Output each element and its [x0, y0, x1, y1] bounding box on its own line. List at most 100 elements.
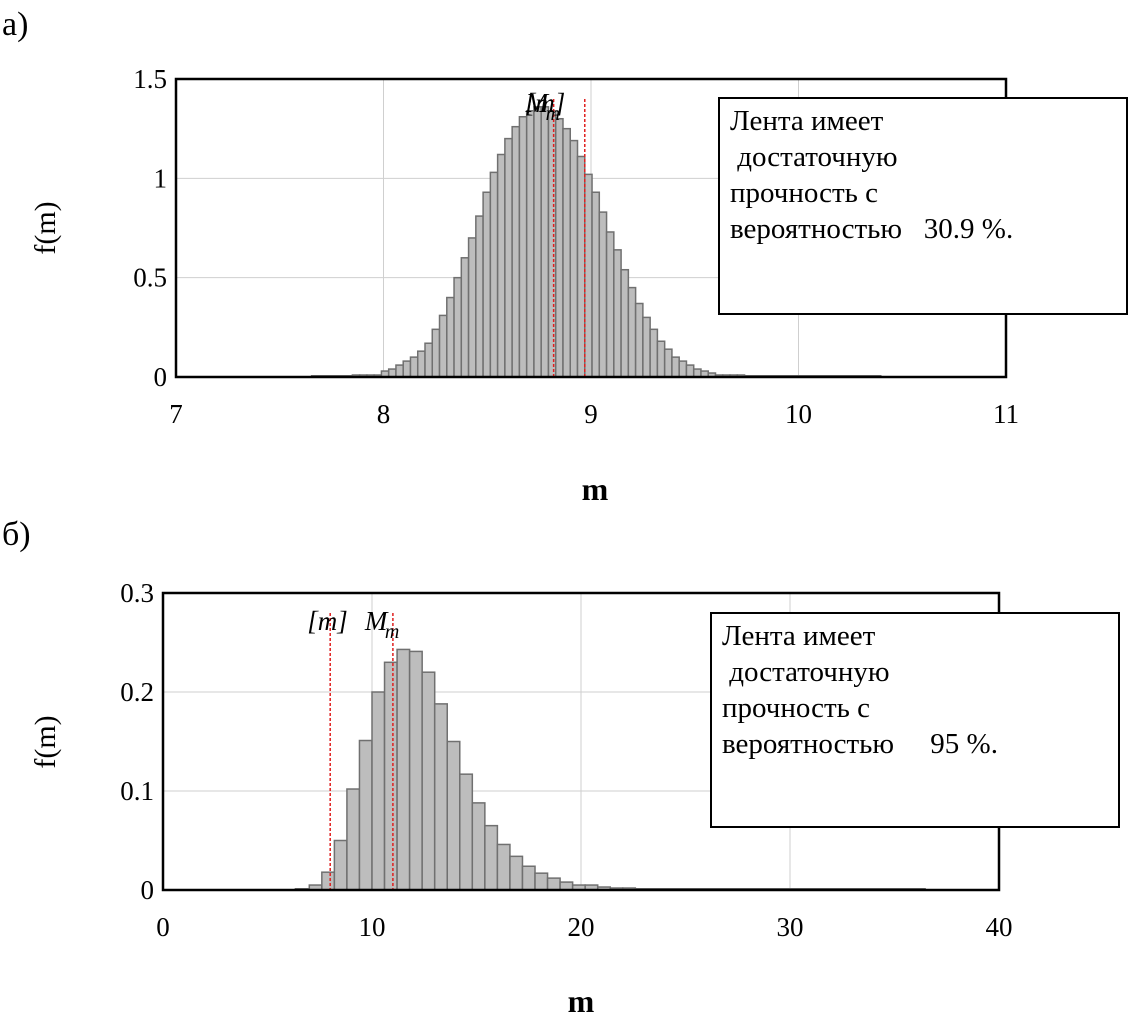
y-axis-label: f(m): [29, 201, 62, 254]
histogram-bar: [656, 340, 666, 378]
histogram-bar: [358, 739, 373, 891]
histogram-bar: [613, 249, 622, 378]
histogram-bar: [627, 286, 637, 378]
histogram-bar: [685, 364, 695, 378]
y-tick-label: 1: [154, 163, 168, 193]
histogram-bar: [346, 788, 361, 891]
histogram-bar: [518, 115, 528, 378]
limit-marker-label: [m]: [525, 88, 566, 118]
histogram-bar: [605, 231, 615, 378]
x-tick-label: 0: [156, 912, 170, 942]
x-axis-label: m: [568, 983, 595, 1019]
histogram-bar: [598, 211, 608, 378]
histogram-bar: [409, 356, 419, 378]
mean-marker-label: M: [525, 88, 550, 118]
x-tick-label: 30: [777, 912, 804, 942]
histogram-bar: [521, 865, 536, 891]
x-tick-label: 10: [359, 912, 386, 942]
histogram-bar: [620, 268, 630, 378]
histogram-bar: [649, 328, 659, 378]
histogram-bar: [446, 296, 455, 378]
histogram-bar: [562, 127, 571, 378]
histogram-bar: [591, 191, 601, 378]
histogram-bar: [460, 257, 470, 378]
histogram-bar: [438, 314, 448, 378]
y-tick-label: 0: [141, 875, 155, 905]
y-tick-label: 0.2: [120, 677, 154, 707]
histogram-bar: [408, 650, 423, 891]
histogram-bar: [554, 117, 564, 378]
histogram-bar: [663, 348, 673, 378]
x-tick-label: 9: [584, 399, 598, 429]
histogram-bar: [509, 855, 524, 891]
histogram-bar: [484, 824, 499, 891]
x-tick-label: 20: [568, 912, 595, 942]
histogram-bar: [525, 110, 535, 378]
histogram-bar: [511, 125, 521, 378]
histogram-bar: [471, 802, 486, 891]
histogram-bar: [678, 360, 688, 378]
probability-info-box-b: Лента имеет достаточную прочность с веро…: [710, 612, 1120, 828]
histogram-bar: [634, 302, 644, 378]
histogram-bar: [540, 106, 550, 378]
panel-label-b: б): [2, 516, 31, 553]
info-line: вероятностью 95 %.: [722, 728, 998, 760]
x-tick-label: 10: [785, 399, 812, 429]
info-line: прочность с: [722, 692, 870, 724]
histogram-bar: [421, 671, 436, 891]
histogram-bar: [496, 153, 506, 378]
mean-marker-label: M: [364, 606, 389, 636]
y-tick-label: 0.1: [120, 776, 154, 806]
info-line: достаточную: [722, 656, 890, 688]
info-line: достаточную: [730, 141, 898, 173]
histogram-bar: [584, 173, 593, 378]
histogram-bar: [547, 110, 557, 378]
histogram-bar: [383, 661, 398, 891]
histogram-bar: [533, 106, 542, 378]
info-line: вероятностью 30.9 %.: [730, 213, 1014, 245]
limit-marker-label: [m]: [307, 606, 348, 636]
histogram-bar: [489, 171, 499, 378]
histogram-bar: [459, 773, 474, 891]
x-tick-label: 7: [169, 399, 183, 429]
histogram-bar: [467, 237, 477, 378]
histogram-bar: [433, 703, 448, 891]
histogram-bar: [576, 155, 586, 378]
mean-marker-subscript: m: [546, 103, 560, 125]
x-tick-label: 8: [377, 399, 391, 429]
histogram-bar: [333, 839, 348, 891]
histogram-bar: [482, 191, 492, 378]
mean-marker-subscript: m: [385, 621, 399, 643]
x-tick-label: 11: [993, 399, 1019, 429]
histogram-bar: [504, 137, 513, 378]
info-line: Лента имеет: [730, 105, 884, 137]
histogram-bar: [671, 356, 680, 378]
histogram-bar: [453, 276, 463, 378]
panel-label-a: а): [2, 6, 29, 43]
histogram-bar: [569, 139, 579, 378]
x-axis-label: m: [582, 471, 609, 507]
histogram-bar: [534, 872, 549, 891]
histogram-bar: [496, 843, 511, 891]
probability-info-box-a: Лента имеет достаточную прочность с веро…: [718, 97, 1128, 315]
histogram-bar: [395, 364, 404, 378]
histogram-bar: [431, 328, 441, 378]
histogram-bar: [396, 648, 411, 891]
info-line: прочность с: [730, 177, 878, 209]
histogram-bar: [546, 877, 561, 891]
histogram-bar: [371, 691, 386, 891]
histogram-bar: [475, 215, 484, 378]
y-axis-label: f(m): [29, 715, 62, 768]
histogram-bar: [416, 350, 426, 378]
y-tick-label: 0.5: [133, 263, 167, 293]
histogram-bar: [321, 871, 336, 891]
y-tick-label: 0.3: [120, 578, 154, 608]
histogram-bar: [424, 342, 434, 378]
x-tick-label: 40: [986, 912, 1013, 942]
y-tick-label: 1.5: [133, 64, 167, 94]
histogram-bar: [446, 740, 461, 891]
y-tick-label: 0: [154, 362, 168, 392]
histogram-bar: [642, 316, 651, 378]
histogram-bar: [402, 360, 412, 378]
